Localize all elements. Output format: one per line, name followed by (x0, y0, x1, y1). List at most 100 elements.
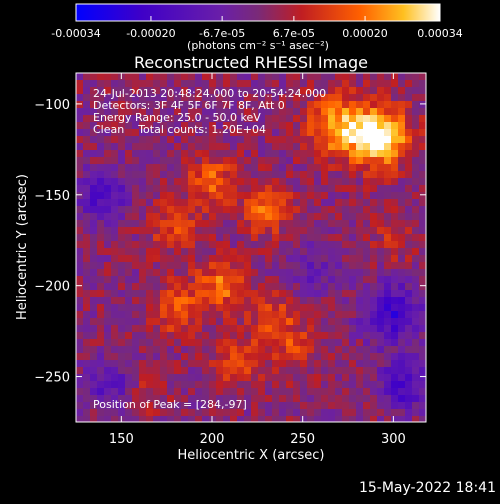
heatmap-cell (132, 332, 140, 340)
heatmap-cell (83, 269, 91, 277)
heatmap-cell (83, 206, 91, 214)
heatmap-cell (328, 276, 336, 284)
heatmap-cell (125, 318, 133, 326)
heatmap-cell (419, 213, 426, 221)
heatmap-cell (398, 122, 406, 130)
heatmap-cell (202, 381, 210, 389)
heatmap-cell (412, 276, 420, 284)
heatmap-cell (370, 122, 378, 130)
heatmap-cell (188, 129, 196, 137)
heatmap-cell (195, 108, 203, 116)
heatmap-cell (300, 164, 308, 172)
heatmap-cell (216, 311, 224, 319)
heatmap-cell (139, 115, 147, 123)
heatmap-cell (195, 409, 203, 417)
heatmap-cell (132, 248, 140, 256)
heatmap-cell (321, 311, 329, 319)
heatmap-cell (300, 374, 308, 382)
heatmap-cell (153, 374, 161, 382)
heatmap-cell (111, 122, 119, 130)
heatmap-cell (139, 269, 147, 277)
heatmap-cell (370, 185, 378, 193)
heatmap-cell (118, 87, 126, 95)
heatmap-cell (118, 269, 126, 277)
heatmap-cell (251, 101, 259, 109)
heatmap-cell (419, 360, 426, 368)
heatmap-cell (90, 332, 98, 340)
heatmap-cell (125, 129, 133, 137)
heatmap-cell (104, 255, 112, 263)
heatmap-cell (356, 311, 364, 319)
heatmap-cell (286, 339, 294, 347)
heatmap-cell (265, 262, 273, 270)
heatmap-cell (251, 171, 259, 179)
heatmap-cell (279, 129, 287, 137)
heatmap-cell (342, 416, 350, 422)
heatmap-cell (244, 332, 252, 340)
colorbar-ticks: -0.00034 -0.00020 -6.7e-05 6.7e-05 0.00020 0.… (51, 16, 463, 40)
heatmap-cell (83, 178, 91, 186)
heatmap-cell (419, 136, 426, 144)
heatmap-cell (244, 129, 252, 137)
heatmap-cell (160, 80, 168, 88)
heatmap-cell (398, 409, 406, 417)
heatmap-cell (181, 262, 189, 270)
heatmap-cell (349, 206, 357, 214)
heatmap-cell (202, 402, 210, 410)
heatmap-cell (230, 325, 238, 333)
heatmap-cell (209, 220, 217, 228)
heatmap-cell (286, 402, 294, 410)
x-tick-label: 150 (109, 432, 134, 447)
heatmap-cell (398, 150, 406, 158)
heatmap-cell (300, 192, 308, 200)
heatmap-cell (125, 339, 133, 347)
heatmap-cell (251, 290, 259, 298)
heatmap-cell (76, 304, 84, 312)
heatmap-cell (90, 157, 98, 165)
heatmap-cell (111, 311, 119, 319)
heatmap-cell (104, 283, 112, 291)
heatmap-cell (314, 150, 322, 158)
heatmap-cell (363, 185, 371, 193)
heatmap-cell (419, 87, 426, 95)
heatmap-cell (125, 241, 133, 249)
heatmap-cell (272, 164, 280, 172)
heatmap-cell (195, 332, 203, 340)
heatmap-cell (293, 206, 301, 214)
heatmap-cell (237, 311, 245, 319)
heatmap-cell (76, 234, 84, 242)
heatmap-cell (286, 388, 294, 396)
heatmap-cell (188, 395, 196, 403)
heatmap-cell (384, 304, 392, 312)
heatmap-cell (377, 122, 385, 130)
heatmap-cell (139, 94, 147, 102)
heatmap-cell (90, 220, 98, 228)
heatmap-cell (398, 234, 406, 242)
heatmap-cell (405, 178, 413, 186)
heatmap-cell (349, 136, 357, 144)
heatmap-cell (160, 150, 168, 158)
heatmap-cell (377, 367, 385, 375)
heatmap-cell (405, 171, 413, 179)
heatmap-cell (83, 367, 91, 375)
heatmap-cell (328, 185, 336, 193)
heatmap-cell (356, 129, 364, 137)
heatmap-cell (195, 213, 203, 221)
heatmap-cell (216, 192, 224, 200)
heatmap-cell (286, 164, 294, 172)
heatmap-cell (118, 115, 126, 123)
heatmap-cell (377, 325, 385, 333)
heatmap-cell (195, 283, 203, 291)
colorbar-tick-label: -6.7e-05 (199, 27, 245, 40)
heatmap-cell (349, 395, 357, 403)
heatmap-cell (153, 360, 161, 368)
heatmap-cell (97, 80, 105, 88)
heatmap-cell (370, 318, 378, 326)
heatmap-cell (307, 409, 315, 417)
heatmap-cell (377, 227, 385, 235)
heatmap-cell (167, 178, 175, 186)
heatmap-cell (174, 311, 182, 319)
heatmap-cell (125, 311, 133, 319)
heatmap-cell (97, 346, 105, 354)
heatmap-cell (265, 87, 273, 95)
